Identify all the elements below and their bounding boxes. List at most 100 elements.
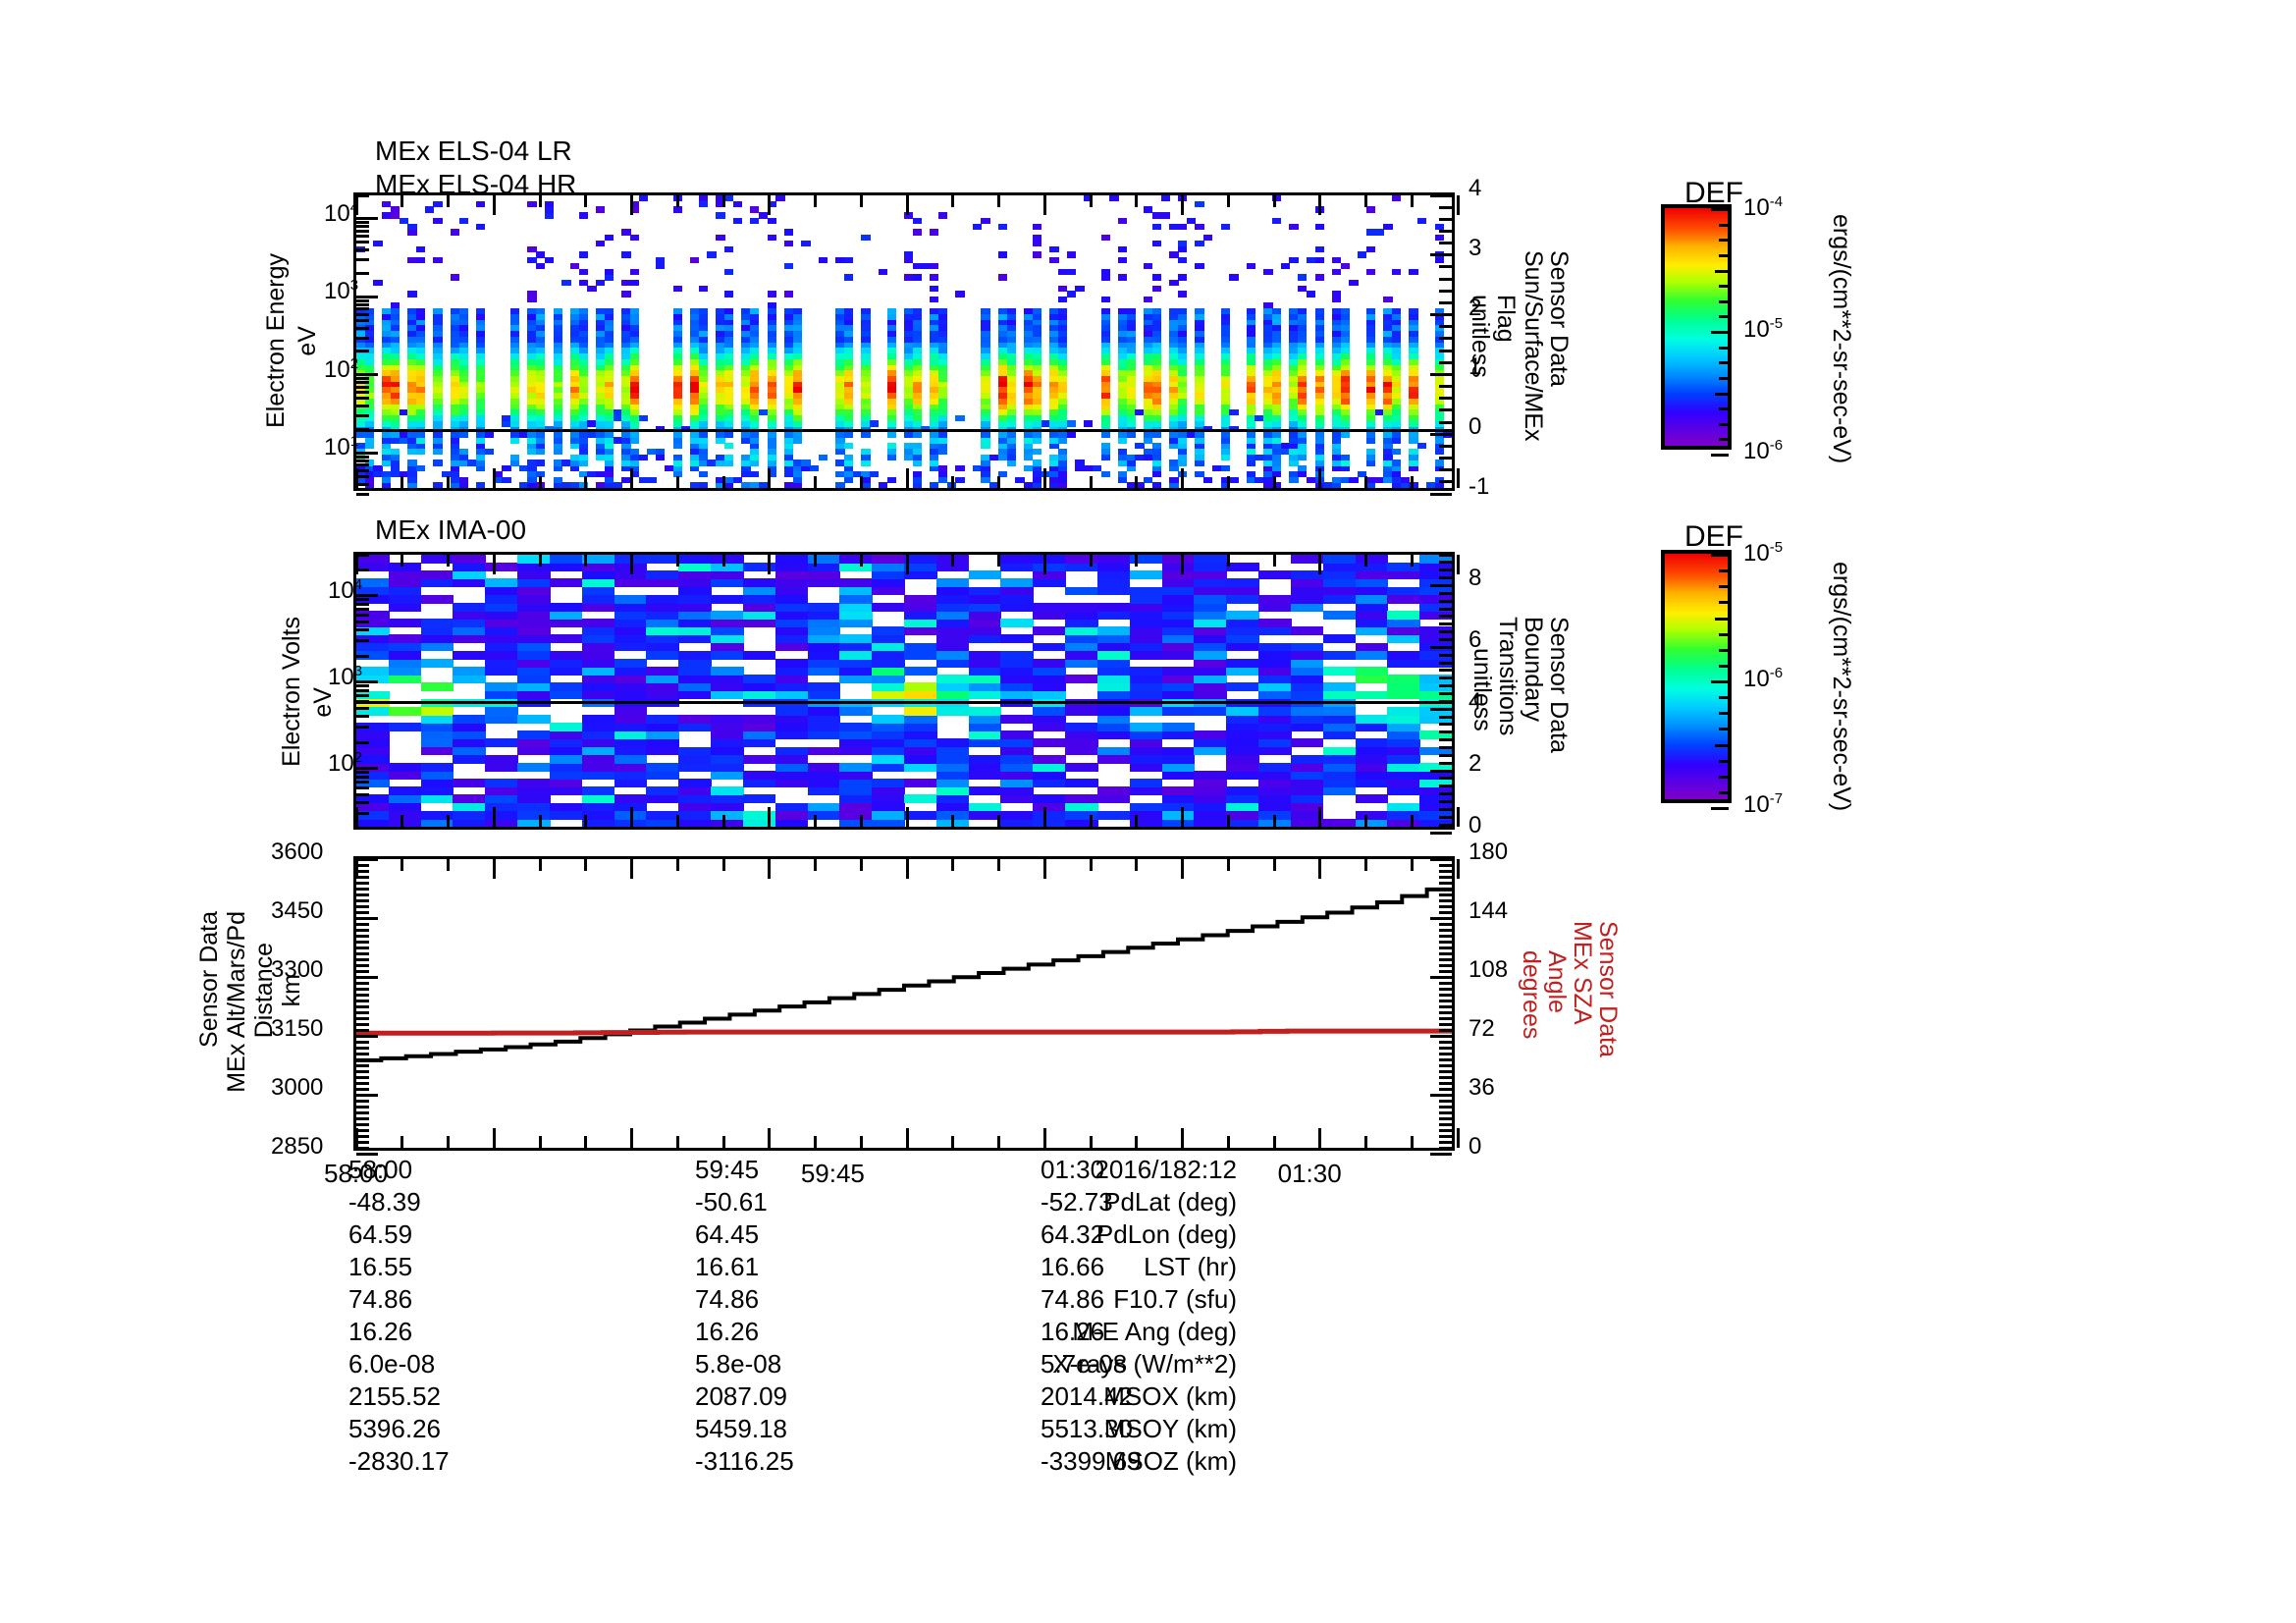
axis-tick: [1439, 898, 1452, 902]
spectrogram-cell: [723, 460, 734, 466]
spectrogram-cell: [678, 690, 712, 700]
spectrogram-cell: [527, 257, 537, 264]
spectrogram-cell: [1271, 352, 1282, 359]
spectrogram-cell: [1229, 476, 1239, 483]
spectrogram-cell: [835, 257, 845, 264]
spectrogram-cell: [517, 634, 551, 644]
spectrogram-cell: [1314, 369, 1324, 376]
spectrogram-cell: [801, 465, 811, 472]
altitude-sza-panel[interactable]: [353, 856, 1460, 1156]
spectrogram-cell: [1409, 381, 1418, 388]
spectrogram-cell: [672, 470, 682, 478]
table-cell: 64.59: [348, 1219, 413, 1249]
spectrogram-cell: [690, 425, 700, 433]
table-cell: 2155.52: [348, 1381, 441, 1411]
axis-tick: [1439, 607, 1452, 611]
spectrogram-cell: [1365, 206, 1376, 213]
spectrogram-cell: [621, 454, 631, 460]
spectrogram-cell: [843, 454, 854, 460]
spectrogram-cell: [981, 454, 990, 460]
spectrogram-cell: [843, 420, 854, 427]
spectrogram-cell: [843, 470, 854, 478]
spectrogram-cell: [716, 420, 725, 427]
spectrogram-cell: [1271, 404, 1282, 410]
spectrogram-cell: [912, 229, 923, 236]
spectrogram-cell: [698, 398, 709, 405]
spectrogram-cell: [1226, 658, 1259, 668]
spectrogram-cell: [690, 358, 700, 365]
spectrogram-cell: [450, 369, 460, 376]
axis-tick: [356, 951, 369, 955]
spectrogram-cell: [1065, 818, 1098, 827]
spectrogram-cell: [807, 611, 841, 620]
spectrogram-cell: [1065, 611, 1098, 620]
spectrogram-cell: [553, 319, 562, 326]
spectrogram-cell: [596, 470, 606, 478]
spectrogram-cell: [835, 470, 845, 478]
spectrogram-cell: [835, 381, 845, 388]
axis-tick: [1089, 815, 1093, 827]
axis-tick: [356, 1081, 369, 1085]
spectrogram-cell: [981, 437, 990, 444]
spectrogram-cell: [553, 358, 562, 365]
spectrogram-cell: [1322, 578, 1357, 588]
spectrogram-cell: [416, 448, 426, 456]
spectrogram-cell: [1290, 626, 1324, 636]
ima-right-ytick-label: 6: [1468, 626, 1482, 654]
spectrogram-cell: [1220, 358, 1230, 365]
spectrogram-cell: [646, 667, 679, 676]
spectrogram-cell: [581, 786, 615, 796]
spectrogram-cell: [476, 363, 486, 371]
spectrogram-cell: [1100, 420, 1110, 427]
spectrogram-cell: [1409, 460, 1418, 466]
spectrogram-cell: [1271, 482, 1282, 488]
spectrogram-cell: [807, 619, 841, 628]
spectrogram-cell: [630, 324, 640, 332]
spectrogram-cell: [1024, 398, 1034, 405]
spectrogram-cell: [388, 594, 422, 604]
spectrogram-cell: [549, 578, 583, 588]
table-cell: -3399.69: [1041, 1446, 1142, 1476]
spectrogram-cell: [1255, 454, 1264, 460]
spectrogram-cell: [1006, 408, 1016, 416]
spectrogram-cell: [904, 706, 937, 716]
spectrogram-cell: [1280, 448, 1290, 456]
spectrogram-cell: [364, 425, 375, 433]
spectrogram-cell: [1391, 363, 1402, 371]
axis-tick: [356, 1075, 369, 1079]
spectrogram-cell: [698, 347, 709, 354]
spectrogram-cell: [1169, 347, 1179, 354]
els-spectrogram-panel[interactable]: [353, 192, 1460, 496]
axis-tick: [356, 455, 369, 459]
spectrogram-cell: [1409, 347, 1418, 354]
spectrogram-cell: [356, 634, 390, 644]
axis-tick: [356, 492, 369, 496]
spectrogram-cell: [1387, 594, 1420, 604]
spectrogram-cell: [536, 262, 546, 270]
ima-spectrogram-panel[interactable]: [353, 552, 1460, 835]
spectrogram-cell: [647, 448, 657, 456]
axis-tick: [1135, 1136, 1139, 1148]
spectrogram-cell: [930, 336, 939, 343]
spectrogram-cell: [1434, 375, 1444, 382]
spectrogram-cell: [774, 706, 809, 716]
spectrogram-cell: [937, 443, 948, 450]
spectrogram-cell: [1314, 363, 1324, 371]
spectrogram-cell: [723, 291, 734, 298]
spectrogram-cell: [1096, 555, 1131, 564]
spectrogram-cell: [630, 200, 640, 208]
spectrogram-cell: [767, 381, 776, 388]
spectrogram-cell: [420, 626, 454, 636]
spectrogram-cell: [835, 352, 845, 359]
axis-tick: [721, 859, 725, 871]
spectrogram-cell: [935, 690, 970, 700]
spectrogram-cell: [1280, 262, 1290, 270]
spectrogram-cell: [517, 563, 551, 571]
spectrogram-cell: [1226, 714, 1259, 724]
spectrogram-cell: [1151, 398, 1162, 405]
spectrogram-cell: [1032, 375, 1042, 382]
spectrogram-cell: [1331, 448, 1342, 456]
spectrogram-cell: [904, 347, 914, 354]
spectrogram-cell: [578, 386, 588, 394]
spectrogram-cell: [711, 754, 744, 764]
